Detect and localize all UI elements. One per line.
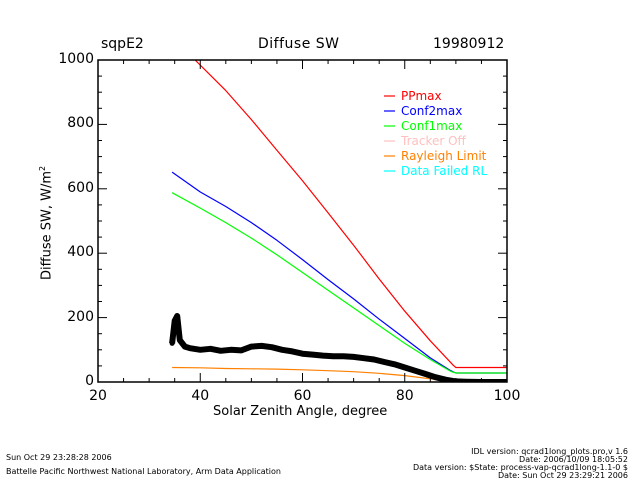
y-tick-label: 400 (67, 244, 94, 261)
observed-point (422, 371, 428, 377)
observed-point (310, 352, 316, 358)
x-tick-label: 100 (493, 388, 521, 404)
observed-point (443, 377, 449, 382)
date-label: 19980912 (433, 36, 505, 52)
observed-point (269, 344, 275, 350)
series-conf2max (171, 171, 507, 374)
footer-idl-date: Date: 2006/10/09 18:05:52 (519, 455, 628, 464)
x-axis-label: Solar Zenith Angle, degree (213, 404, 388, 419)
observed-point (412, 368, 418, 374)
x-tick-label: 20 (89, 388, 107, 404)
x-tick-label: 60 (293, 388, 312, 404)
footer-timestamp: Sun Oct 29 23:28:28 2006 (6, 453, 112, 462)
x-tick-label: 40 (191, 388, 210, 404)
legend-label: Conf2max (401, 104, 462, 118)
chart-title: Diffuse SW (258, 36, 340, 52)
y-axis-label-sup: 2 (38, 165, 47, 171)
series-conf1max (171, 192, 507, 374)
legend-label: Rayleigh Limit (401, 149, 487, 163)
y-tick-label: 200 (67, 308, 94, 325)
observed-point (238, 347, 244, 353)
footer-institution: Battelle Pacific Northwest National Labo… (6, 467, 281, 476)
observed-point (279, 347, 285, 353)
observed-point (392, 361, 398, 367)
observed-point (207, 346, 213, 352)
observed-point (169, 340, 175, 346)
observed-point (351, 354, 357, 360)
observed-point (248, 344, 254, 350)
observed-point (340, 353, 346, 359)
legend-label: PPmax (401, 89, 442, 103)
series-layer (169, 60, 507, 382)
site-label: sqpE2 (101, 36, 144, 52)
observed-point (177, 337, 183, 343)
observed-point (197, 347, 203, 353)
observed-point (371, 356, 377, 362)
observed-point (228, 347, 234, 353)
legend-label: Data Failed RL (401, 164, 487, 178)
footer-idl-version: IDL version: qcrad1long_plots.pro,v 1.6 (471, 447, 628, 456)
footer-data-date: Date: Sun Oct 29 23:29:21 2006 (497, 471, 628, 480)
y-tick-label: 600 (67, 179, 94, 196)
axis-ticks (97, 59, 508, 383)
footer-data-version: Data version: $State: process-vap-qcrad1… (412, 463, 628, 472)
observed-point (187, 345, 193, 351)
observed-point (218, 348, 224, 354)
observed-point (289, 348, 295, 354)
observed-point (259, 343, 265, 349)
observed-point (300, 351, 305, 357)
observed-point (182, 344, 188, 350)
series-ppmax (194, 60, 507, 369)
y-tick-label: 800 (67, 115, 94, 132)
observed-point (402, 365, 408, 371)
observed-point (172, 318, 178, 324)
x-tick-label: 80 (395, 388, 414, 404)
observed-point (361, 355, 367, 361)
legend-label: Tracker Off (400, 134, 467, 148)
y-tick-label: 0 (85, 373, 94, 389)
observed-point (330, 353, 336, 359)
observed-point (174, 313, 180, 319)
y-tick-label: 1000 (58, 51, 94, 67)
observed-point (320, 353, 326, 359)
legend-label: Conf1max (401, 119, 462, 133)
observed-point (432, 374, 438, 380)
observed-point (381, 359, 387, 365)
